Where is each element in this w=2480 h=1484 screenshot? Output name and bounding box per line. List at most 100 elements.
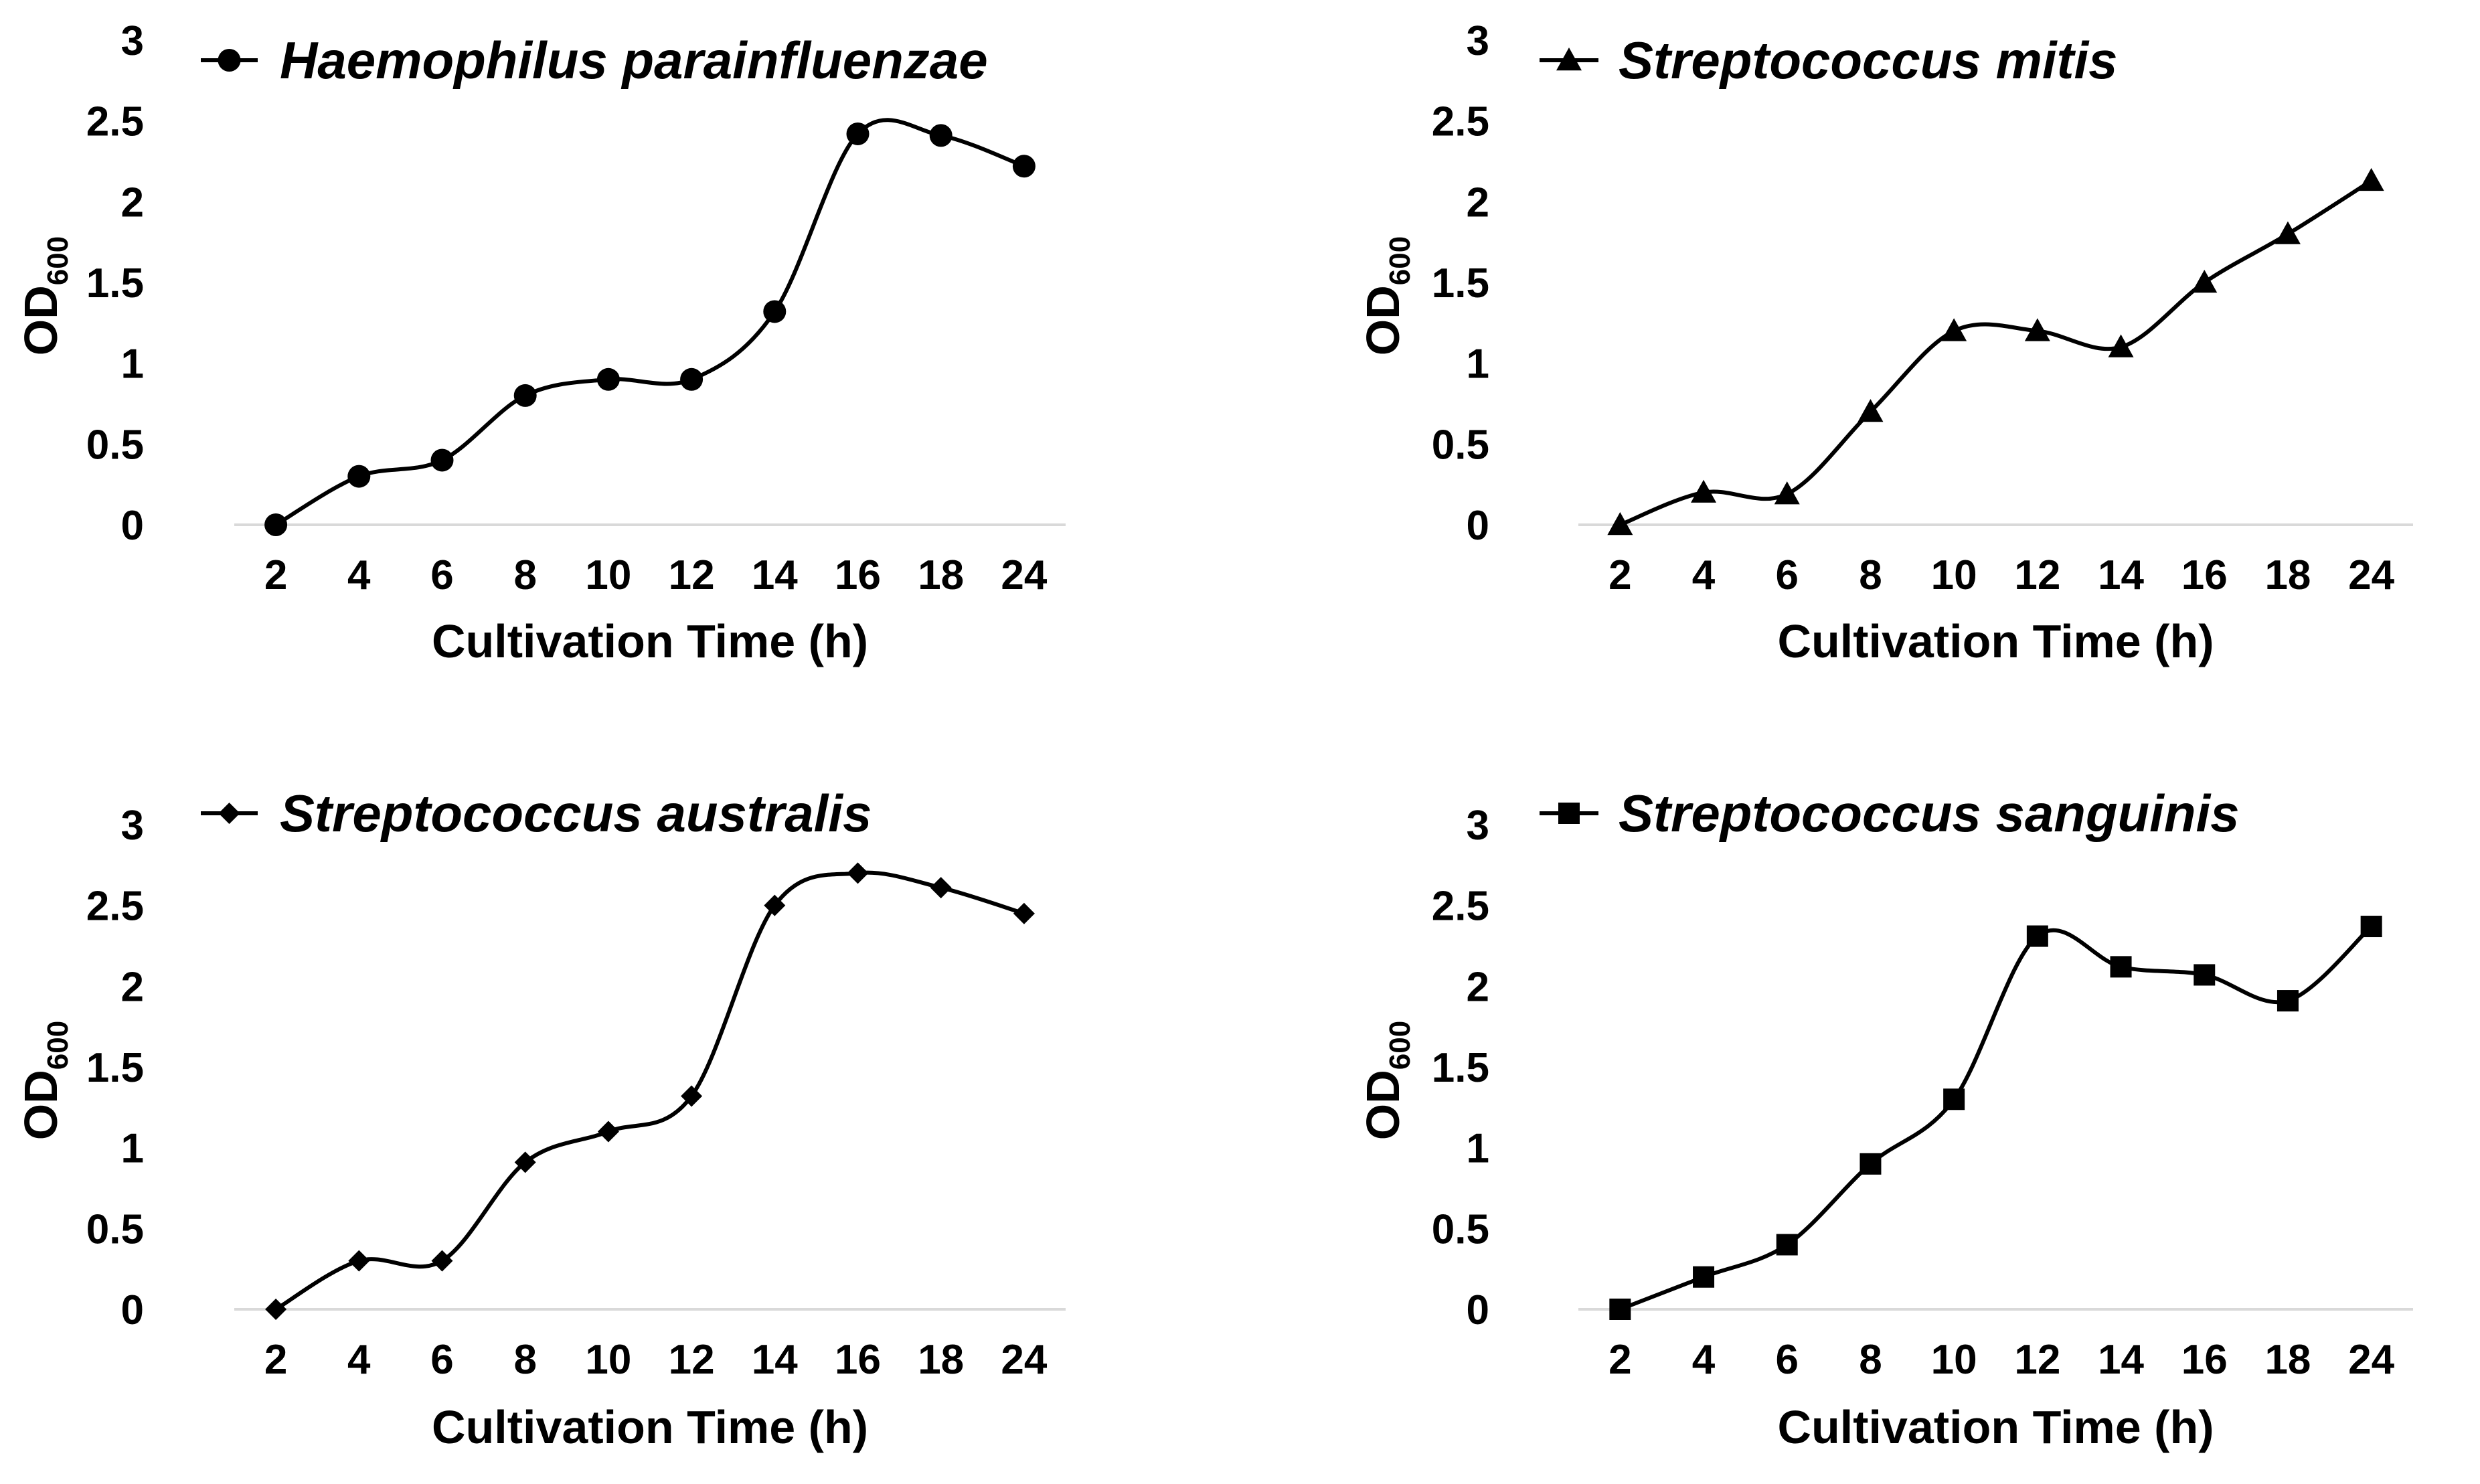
legend-marker-diamond-icon	[218, 803, 240, 824]
data-point	[347, 465, 371, 488]
x-tick-label: 12	[669, 552, 715, 598]
data-point	[2277, 990, 2299, 1012]
legend: Streptococcus sanguinis	[1540, 784, 2240, 843]
y-axis-title: OD600	[1357, 236, 1416, 355]
legend-label: Streptococcus mitis	[1619, 31, 2118, 90]
data-point	[1941, 318, 1967, 341]
x-tick-label: 18	[2264, 1337, 2311, 1383]
y-tick-label: 2	[1467, 964, 1489, 1010]
x-tick-label: 6	[430, 552, 453, 598]
data-point	[1013, 902, 1035, 924]
x-tick-label: 24	[1001, 552, 1047, 598]
y-axis-title: OD600	[15, 236, 74, 355]
x-tick-label: 24	[1001, 1337, 1047, 1383]
y-tick-label: 1.5	[86, 1045, 144, 1091]
data-point	[847, 862, 869, 884]
data-point	[597, 1121, 619, 1143]
chart-panel-3: 00.511.522.532 4 6 8 10 12 14 16 18 24Cultivation…	[15, 784, 1066, 1453]
y-tick-label: 1.5	[86, 260, 144, 307]
x-tick-label: 2	[1608, 1337, 1631, 1383]
y-axis-title-main: OD	[15, 1070, 67, 1140]
y-axis-title-subscript: 600	[1384, 1021, 1416, 1070]
chart-panel-2: 00.511.522.532 4 6 8 10 12 14 16 18 24Cultivation…	[1357, 18, 2413, 667]
y-tick-label: 0	[1467, 503, 1489, 549]
data-point	[1774, 481, 1800, 505]
legend-marker-triangle-icon	[1556, 48, 1582, 71]
y-axis-title-subscript: 600	[42, 1021, 74, 1070]
legend: Streptococcus australis	[201, 784, 872, 843]
x-axis-title: Cultivation Time (h)	[432, 615, 868, 667]
y-tick-label: 1	[1467, 341, 1489, 388]
x-axis-title: Cultivation Time (h)	[1777, 615, 2214, 667]
data-point	[1859, 1153, 1882, 1175]
data-point	[2358, 167, 2384, 191]
x-tick-label: 14	[2098, 552, 2144, 598]
y-axis-title-main: OD	[1357, 285, 1409, 355]
data-point	[348, 1250, 370, 1272]
x-tick-label: 6	[430, 1337, 453, 1383]
y-tick-label: 1.5	[1432, 1045, 1489, 1091]
x-axis-title: Cultivation Time (h)	[432, 1401, 868, 1453]
legend: Streptococcus mitis	[1540, 31, 2118, 90]
y-tick-label: 3	[121, 803, 144, 849]
data-point	[430, 448, 454, 472]
data-point	[1607, 512, 1633, 535]
x-tick-label: 4	[347, 1337, 371, 1383]
y-axis-title-main: OD	[1357, 1070, 1409, 1140]
y-tick-label: 0	[121, 503, 144, 549]
y-tick-label: 3	[1467, 803, 1489, 849]
x-tick-label: 16	[835, 1337, 881, 1383]
x-tick-label: 8	[513, 1337, 536, 1383]
data-point	[1012, 155, 1036, 178]
data-point	[265, 1299, 287, 1320]
y-tick-label: 2	[121, 964, 144, 1010]
data-point	[264, 513, 288, 536]
y-tick-label: 0.5	[1432, 422, 1489, 468]
y-tick-label: 0	[1467, 1287, 1489, 1333]
data-point	[929, 124, 953, 147]
x-tick-label: 8	[1859, 1337, 1882, 1383]
y-axis-title-subscript: 600	[42, 236, 74, 285]
x-tick-label: 2	[1608, 552, 1631, 598]
y-axis-title-main: OD	[15, 285, 67, 355]
y-tick-label: 2	[121, 179, 144, 226]
y-tick-label: 1	[121, 341, 144, 388]
x-tick-label: 18	[918, 1337, 964, 1383]
series-line	[1619, 924, 2373, 1311]
data-point	[1776, 1234, 1798, 1256]
data-point	[2108, 334, 2134, 357]
y-tick-label: 2.5	[86, 99, 144, 145]
data-point	[431, 1250, 453, 1272]
chart-panel-1: 00.511.522.532 4 6 8 10 12 14 16 18 24Cultivation…	[15, 18, 1066, 667]
data-point	[2194, 964, 2216, 986]
x-tick-label: 16	[2181, 552, 2228, 598]
data-point	[763, 300, 787, 323]
x-tick-label: 12	[669, 1337, 715, 1383]
data-point	[513, 384, 537, 407]
y-axis-title: OD600	[1357, 1021, 1416, 1140]
legend-label: Streptococcus sanguinis	[1619, 784, 2240, 843]
series-line	[274, 118, 1025, 527]
y-tick-label: 1	[1467, 1126, 1489, 1172]
data-point	[764, 894, 786, 916]
x-tick-label: 14	[2098, 1337, 2144, 1383]
series-line	[274, 870, 1025, 1311]
data-point	[2110, 956, 2132, 978]
data-point	[2360, 916, 2382, 938]
data-point	[2275, 221, 2301, 244]
series-line	[1619, 179, 2373, 527]
data-point	[846, 122, 870, 145]
x-tick-label: 12	[2014, 1337, 2060, 1383]
y-tick-label: 0.5	[86, 422, 144, 468]
x-tick-label: 4	[1692, 1337, 1716, 1383]
data-point	[2024, 318, 2050, 341]
data-point	[930, 877, 952, 899]
data-point	[1691, 479, 1717, 503]
data-point	[681, 1085, 703, 1107]
x-tick-label: 16	[835, 552, 881, 598]
x-tick-label: 18	[2264, 552, 2311, 598]
y-tick-label: 2.5	[1432, 99, 1489, 145]
legend-label: Haemophilus parainfluenzae	[280, 31, 988, 90]
x-tick-label: 16	[2181, 1337, 2228, 1383]
